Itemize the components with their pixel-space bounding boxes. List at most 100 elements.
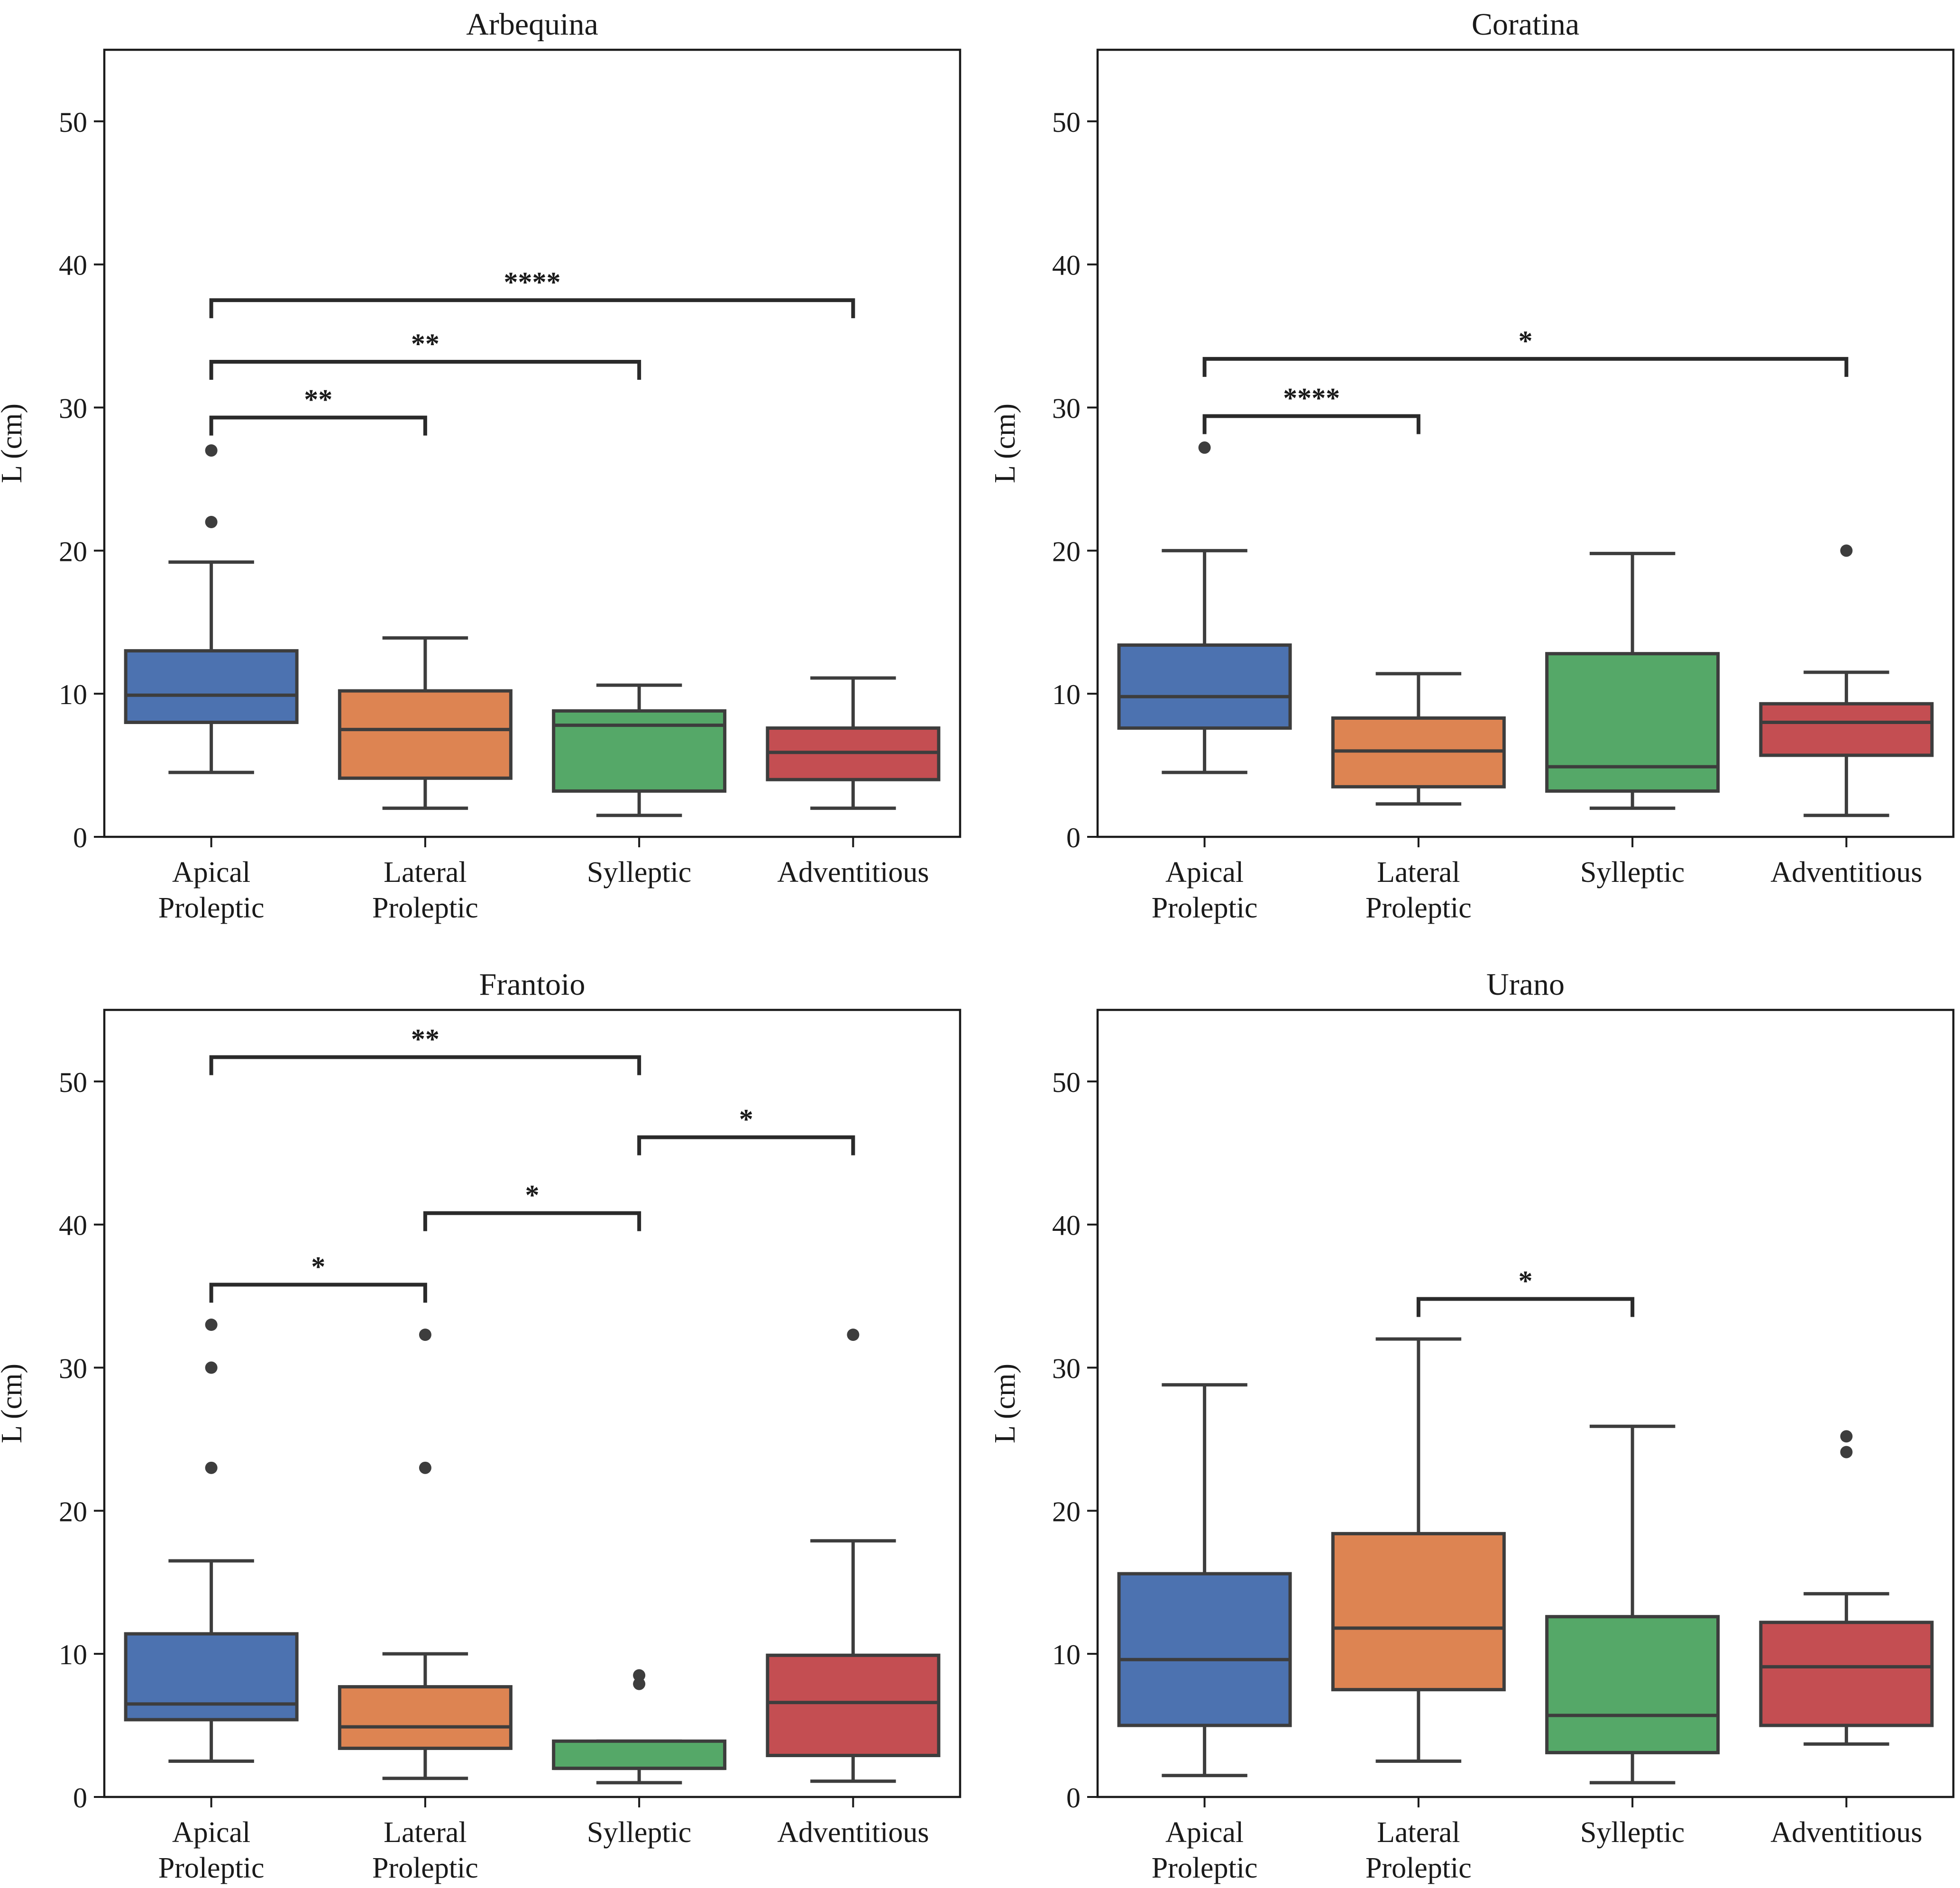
bracket-line bbox=[209, 298, 855, 319]
box-lateral-proleptic bbox=[338, 1329, 513, 1780]
significance-bracket: * bbox=[1416, 1265, 1635, 1317]
iqr-box bbox=[1331, 1532, 1506, 1692]
bracket-line bbox=[209, 1283, 427, 1303]
bracket-line bbox=[209, 415, 427, 436]
outlier-point bbox=[419, 1329, 431, 1341]
x-tick-label-lateral-proleptic: Lateral Proleptic bbox=[1365, 1816, 1472, 1884]
outlier-point bbox=[419, 1461, 431, 1474]
y-tick-label: 20 bbox=[59, 1496, 87, 1527]
iqr-box bbox=[1759, 702, 1934, 757]
significance-label: * bbox=[1519, 325, 1533, 357]
y-tick-label: 40 bbox=[1052, 1210, 1081, 1241]
plot-frame bbox=[1096, 1008, 1955, 1798]
x-tick-label-sylleptic: Sylleptic bbox=[1580, 1816, 1685, 1849]
significance-bracket: ** bbox=[209, 1024, 641, 1075]
outlier-point bbox=[847, 1329, 860, 1341]
iqr-box bbox=[1545, 1615, 1720, 1754]
box-sylleptic bbox=[1545, 551, 1720, 810]
iqr-box bbox=[124, 649, 299, 724]
significance-bracket: * bbox=[209, 1251, 427, 1303]
outlier-point bbox=[1840, 544, 1853, 557]
iqr-box bbox=[124, 1632, 299, 1722]
x-tick-label-adventitious: Adventitious bbox=[777, 1816, 929, 1849]
significance-label: **** bbox=[504, 266, 561, 298]
outlier-point bbox=[205, 516, 218, 528]
y-tick-label: 30 bbox=[1052, 393, 1081, 424]
x-tick-label-apical-proleptic: Apical Proleptic bbox=[158, 856, 265, 924]
iqr-box bbox=[1117, 643, 1292, 730]
significance-bracket: **** bbox=[209, 266, 855, 319]
box-adventitious bbox=[1759, 544, 1934, 817]
outlier-point bbox=[633, 1669, 646, 1682]
bracket-line bbox=[209, 1055, 641, 1075]
bracket-line bbox=[1202, 414, 1420, 434]
bracket-line bbox=[423, 1211, 641, 1231]
significance-label: * bbox=[525, 1180, 540, 1211]
chart-title: Arbequina bbox=[466, 7, 598, 42]
y-tick-label: 30 bbox=[1052, 1353, 1081, 1384]
y-tick-label: 40 bbox=[1052, 250, 1081, 281]
y-axis-label: L (cm) bbox=[989, 403, 1021, 483]
significance-label: * bbox=[739, 1104, 753, 1135]
panel-coratina: Coratina L (cm) 0 10 20 30 40 50 Apical Proleptic… bbox=[989, 7, 1955, 924]
significance-label: ** bbox=[411, 1024, 440, 1055]
x-tick-label-lateral-proleptic: Lateral Proleptic bbox=[372, 1816, 478, 1884]
x-tick-label-adventitious: Adventitious bbox=[777, 856, 929, 889]
iqr-box bbox=[338, 689, 513, 780]
significance-label: **** bbox=[1283, 383, 1340, 414]
y-tick-label: 50 bbox=[59, 1067, 87, 1098]
y-tick-label: 30 bbox=[59, 393, 87, 424]
x-tick-label-adventitious: Adventitious bbox=[1770, 856, 1922, 889]
box-lateral-proleptic bbox=[1331, 1337, 1506, 1763]
significance-label: * bbox=[311, 1251, 325, 1282]
outlier-point bbox=[205, 444, 218, 457]
significance-bracket: **** bbox=[1202, 383, 1420, 434]
x-tick-label-sylleptic: Sylleptic bbox=[1580, 856, 1685, 889]
significance-label: ** bbox=[304, 384, 332, 415]
iqr-box bbox=[1759, 1621, 1934, 1727]
x-tick-label-apical-proleptic: Apical Proleptic bbox=[1152, 1816, 1258, 1884]
y-tick-label: 10 bbox=[59, 1639, 87, 1670]
y-tick-label: 50 bbox=[1052, 1067, 1081, 1098]
bracket-line bbox=[1202, 357, 1849, 377]
chart-title: Coratina bbox=[1472, 7, 1579, 42]
x-tick-label-lateral-proleptic: Lateral Proleptic bbox=[372, 856, 478, 924]
box-lateral-proleptic bbox=[338, 636, 513, 810]
outlier-point bbox=[633, 1677, 646, 1690]
iqr-box bbox=[1545, 652, 1720, 793]
panel-arbequina: Arbequina L (cm) 0 10 20 30 40 50 ApicalProlepti… bbox=[0, 7, 962, 924]
panel-urano: Urano L (cm) 0 10 20 30 40 50 Apical Proleptic Lat… bbox=[989, 967, 1955, 1884]
plot-frame bbox=[1096, 48, 1955, 838]
outlier-point bbox=[205, 1361, 218, 1374]
iqr-box bbox=[766, 1653, 941, 1757]
y-axis-label: L (cm) bbox=[989, 1364, 1021, 1443]
y-tick-label: 10 bbox=[1052, 679, 1081, 710]
y-tick-label: 0 bbox=[1066, 822, 1081, 853]
y-tick-label: 30 bbox=[59, 1353, 87, 1384]
y-tick-label: 40 bbox=[59, 250, 87, 281]
bracket-line bbox=[1416, 1297, 1635, 1317]
plot-frame bbox=[103, 1008, 962, 1798]
y-axis-label: L (cm) bbox=[0, 403, 28, 483]
panel-frantoio: Frantoio L (cm) 0 10 20 30 40 50 ApicalProleptic… bbox=[0, 967, 962, 1884]
x-tick-label-lateral-proleptic: Lateral Proleptic bbox=[1365, 856, 1472, 924]
plot-frame bbox=[103, 48, 962, 838]
significance-label: ** bbox=[411, 328, 440, 359]
y-tick-label: 10 bbox=[1052, 1639, 1081, 1670]
box-apical-proleptic bbox=[124, 444, 299, 774]
iqr-box bbox=[338, 1685, 513, 1750]
bracket-line bbox=[637, 1135, 855, 1155]
iqr-box bbox=[552, 1739, 727, 1770]
box-lateral-proleptic bbox=[1331, 672, 1506, 806]
y-tick-label: 50 bbox=[59, 107, 87, 138]
x-tick-label-apical-proleptic: Apical Proleptic bbox=[158, 1816, 265, 1884]
x-tick-label-sylleptic: Sylleptic bbox=[587, 856, 691, 889]
y-tick-label: 0 bbox=[73, 1782, 87, 1814]
box-adventitious bbox=[766, 676, 941, 810]
box-adventitious bbox=[1759, 1430, 1934, 1746]
y-tick-label: 0 bbox=[1066, 1782, 1081, 1814]
box-apical-proleptic bbox=[1117, 1383, 1292, 1778]
outlier-point bbox=[1198, 441, 1211, 454]
y-tick-label: 20 bbox=[1052, 1496, 1081, 1527]
